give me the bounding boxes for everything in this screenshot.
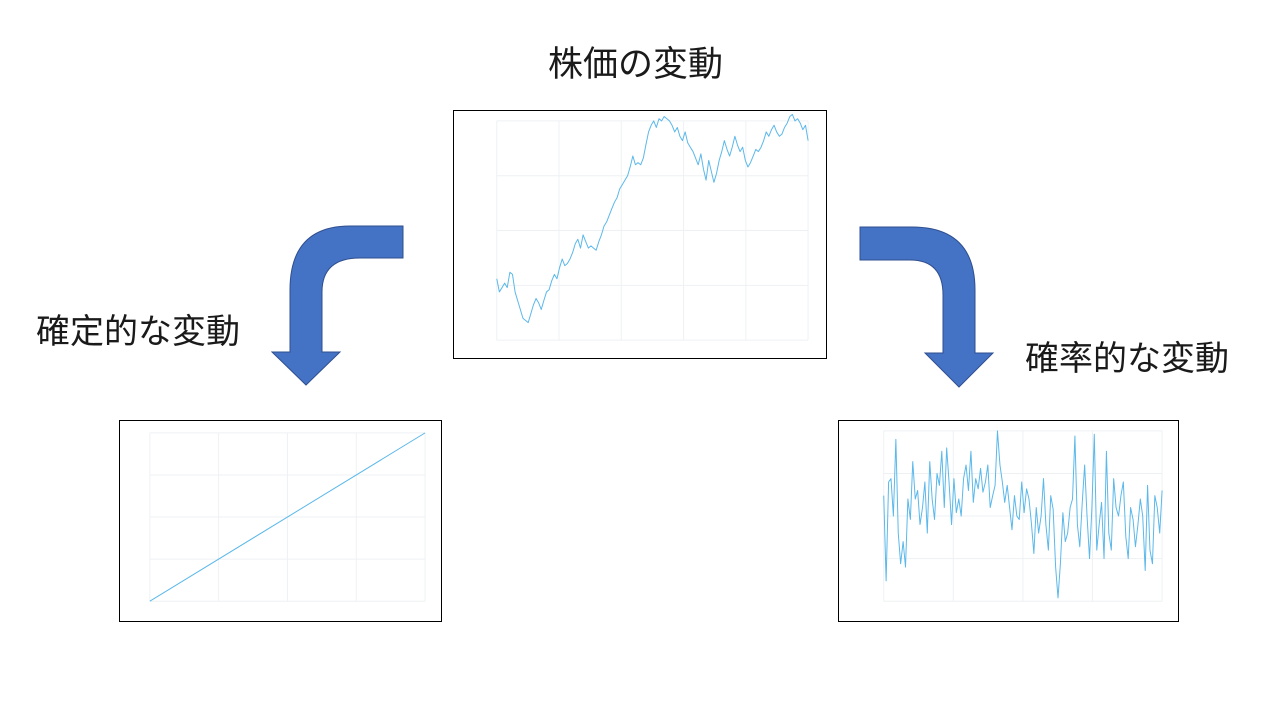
deterministic-panel xyxy=(119,420,442,622)
curved-arrow-left-icon xyxy=(270,225,404,386)
deterministic-label: 確定的な変動 xyxy=(36,312,240,352)
stochastic-chart xyxy=(883,430,1163,602)
deterministic-chart xyxy=(149,432,426,602)
series-line xyxy=(883,430,1163,599)
curved-arrow-right-icon xyxy=(859,226,995,388)
stochastic-panel xyxy=(838,420,1179,622)
slide-title: 株価の変動 xyxy=(548,45,724,85)
series-line xyxy=(149,432,426,602)
stock-price-panel xyxy=(453,110,827,359)
series-line xyxy=(496,113,809,324)
stochastic-label: 確率的な変動 xyxy=(1025,339,1229,379)
stock-price-chart xyxy=(496,113,809,341)
